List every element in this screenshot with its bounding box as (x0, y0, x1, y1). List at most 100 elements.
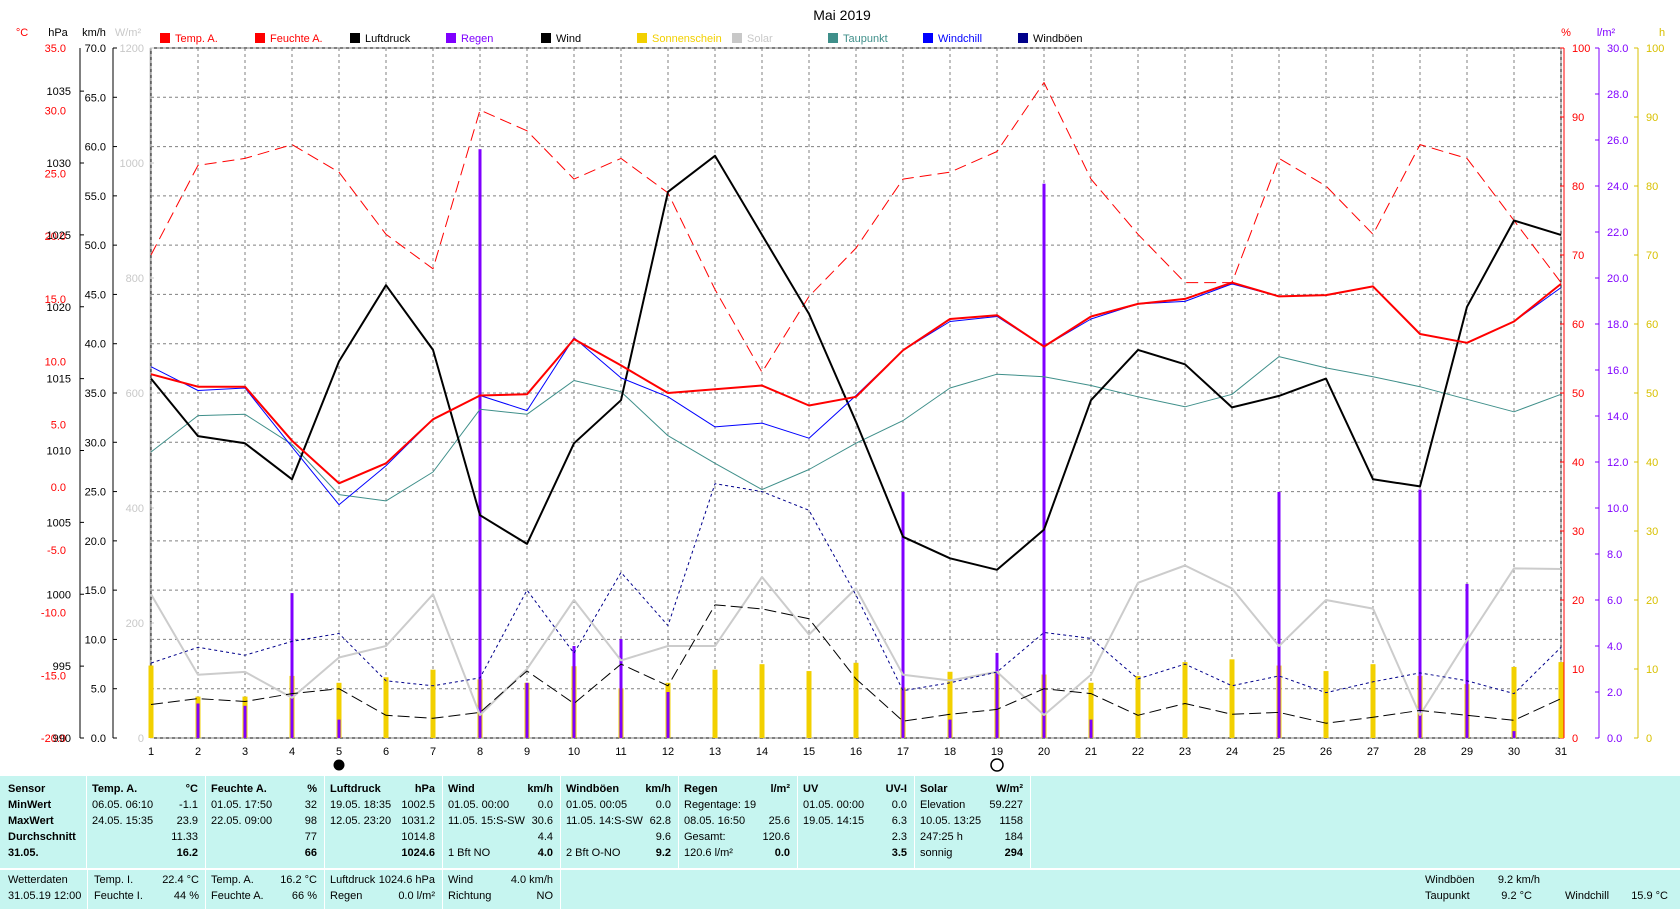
sunshine-tick-label: 40 (1646, 457, 1658, 469)
uv-max: 6.3 (891, 815, 907, 827)
rain-line1-label: Regentage: 19 (684, 799, 757, 811)
weather-chart: Mai 2019 35.030.025.020.015.010.05.00.0-… (16, 7, 1665, 772)
wetterdaten-datetime: 31.05.19 12:00 (8, 890, 82, 902)
temp-a-label: Temp. A. (211, 874, 254, 886)
pressure-tick-label: 1010 (47, 446, 71, 458)
stats-row-label: 31.05. (8, 847, 39, 859)
rain-bar (1089, 719, 1093, 738)
sunshine-tick-label: 100 (1646, 43, 1664, 55)
temp-today: 16.2 (176, 847, 198, 859)
humidity-header: Feuchte A. (211, 783, 267, 795)
legend-label: Windböen (1033, 33, 1083, 45)
stats-row-label: Durchschnitt (8, 831, 76, 843)
rain-bar (243, 705, 247, 738)
temp-tick-label: 5.0 (51, 419, 66, 431)
wind-header: Wind (448, 783, 475, 795)
gust-today-label: 2 Bft O-NO (566, 847, 621, 859)
rain-tick-label: 26.0 (1607, 135, 1628, 147)
pressure-tick-label: 1000 (47, 589, 71, 601)
x-tick-label: 28 (1414, 746, 1426, 758)
x-tick-label: 4 (289, 746, 295, 758)
rain-tick-label: 24.0 (1607, 181, 1628, 193)
humidity-tick-label: 70 (1572, 250, 1584, 262)
windchill-value: 15.9 °C (1631, 890, 1668, 902)
x-tick-label: 31 (1555, 746, 1567, 758)
column-divider (1030, 776, 1031, 868)
x-tick-label: 13 (709, 746, 721, 758)
rain-bar (1277, 491, 1281, 738)
sunshine-unit-label: h (1659, 27, 1665, 39)
wind-tick-label: 0.0 (91, 733, 106, 745)
gust-min-time: 01.05. 00:05 (566, 799, 628, 811)
rain-bar (666, 692, 670, 738)
temperature-line (150, 281, 1562, 485)
humidity-unit: % (307, 783, 317, 795)
temp-tick-label: -15.0 (41, 670, 66, 682)
x-tick-label: 25 (1273, 746, 1285, 758)
temp-tick-label: 30.0 (45, 106, 66, 118)
column-divider (205, 776, 206, 868)
column-divider (560, 870, 561, 909)
wind-today: 4.0 (537, 847, 553, 859)
x-tick-label: 21 (1085, 746, 1097, 758)
wind-tick-label: 50.0 (85, 240, 106, 252)
sunshine-tick-label: 80 (1646, 181, 1658, 193)
rain-unit: l/m² (770, 783, 790, 795)
luftdruck-label: Luftdruck (330, 874, 376, 886)
column-divider (324, 776, 325, 868)
rain-bar (1465, 583, 1469, 738)
solar-line3-label: 247:25 h (920, 831, 963, 843)
sunshine-bar (148, 665, 154, 738)
x-tick-label: 10 (568, 746, 580, 758)
legend-swatch (160, 33, 170, 43)
gust-min: 0.0 (655, 799, 671, 811)
legend-label: Solar (747, 33, 773, 45)
sunshine-tick-label: 0 (1646, 733, 1652, 745)
solar-line2: 1158 (999, 815, 1023, 827)
solar-line3: 184 (1004, 831, 1023, 843)
x-tick-label: 12 (662, 746, 674, 758)
legend-label: Sonnenschein (652, 33, 722, 45)
feuchte-i-value: 44 % (173, 890, 199, 902)
wind-tick-label: 65.0 (85, 92, 106, 104)
sunshine-tick-label: 30 (1646, 526, 1658, 538)
wind-unit-label: km/h (82, 27, 106, 39)
sunshine-bar (1135, 675, 1141, 738)
sunshine-tick-label: 50 (1646, 388, 1658, 400)
sunshine-bar (1511, 666, 1517, 738)
temp-min: -1.1 (179, 799, 198, 811)
pressure-tick-label: 1030 (47, 158, 71, 170)
windboeen-value: 9.2 km/h (1497, 874, 1540, 886)
rain-tick-label: 2.0 (1607, 687, 1622, 699)
gust-today: 9.2 (655, 847, 671, 859)
temp-i-label: Temp. I. (94, 874, 134, 886)
temp-min-time: 06.05. 06:10 (92, 799, 154, 811)
wind-tick-label: 20.0 (85, 536, 106, 548)
temp-tick-label: 35.0 (45, 43, 66, 55)
rain-tick-label: 6.0 (1607, 595, 1622, 607)
humidity-tick-label: 40 (1572, 457, 1584, 469)
humidity-unit-label: % (1561, 27, 1571, 39)
gust-max-time: 11.05. 14:S-SW (566, 815, 643, 827)
solar-header: Solar (920, 783, 948, 795)
wind-tick-label: 15.0 (85, 585, 106, 597)
humidity-tick-label: 100 (1572, 43, 1590, 55)
pressure-today: 1024.6 (401, 847, 435, 859)
rain-tick-label: 14.0 (1607, 411, 1628, 423)
solar-line1-label: Elevation (920, 799, 966, 811)
sunshine-bar (759, 664, 765, 738)
legend-swatch (923, 33, 933, 43)
solar-tick-label: 0 (138, 733, 144, 745)
humidity-tick-label: 80 (1572, 181, 1584, 193)
solar-tick-label: 600 (126, 388, 144, 400)
rain-tick-label: 28.0 (1607, 89, 1628, 101)
taupunkt-label: Taupunkt (1425, 890, 1470, 902)
uv-min-time: 01.05. 00:00 (803, 799, 865, 811)
legend-swatch (541, 33, 551, 43)
humidity-min-time: 01.05. 17:50 (211, 799, 273, 811)
legend-label: Taupunkt (843, 33, 888, 45)
gust-max: 62.8 (649, 815, 671, 827)
x-tick-label: 19 (991, 746, 1003, 758)
wind-unit: km/h (527, 783, 553, 795)
pressure-tick-label: 990 (53, 733, 71, 745)
